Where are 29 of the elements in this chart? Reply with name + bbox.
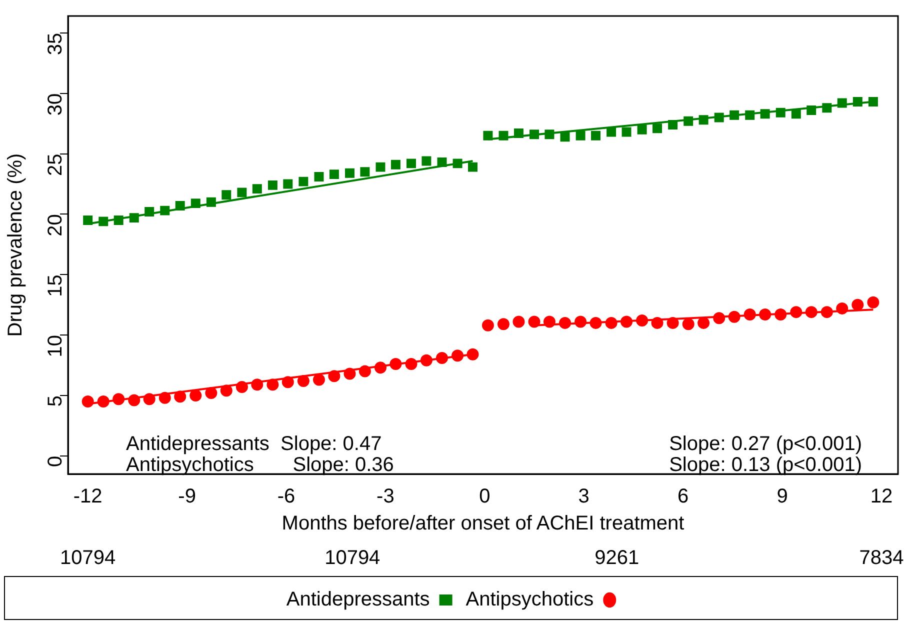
- text: 10794: [324, 547, 380, 569]
- y-tick-label: 25: [44, 154, 67, 176]
- legend-label: Antipsychotics: [466, 588, 594, 611]
- x-tick-label: 3: [578, 486, 590, 508]
- x-axis-title: Months before/after onset of AChEI treatment: [282, 512, 685, 535]
- y-tick-label: 0: [44, 456, 67, 467]
- annotation: Slope: 0.13 (p<0.001): [669, 454, 862, 476]
- y-tick-label: 5: [44, 395, 67, 407]
- y-tick-label: 15: [44, 274, 67, 297]
- text: 9261: [594, 547, 640, 569]
- x-tick-label: 0: [479, 486, 490, 508]
- y-tick-label: 10: [44, 335, 67, 358]
- x-tick-label: 12: [870, 486, 893, 508]
- x-tick-label: -3: [376, 486, 394, 508]
- text: 10794: [60, 547, 116, 569]
- x-tick-label: -9: [178, 486, 196, 508]
- annotation: Antidepressants Slope: 0.47: [126, 433, 382, 455]
- y-tick-label: 35: [44, 32, 67, 56]
- x-tick-label: -12: [73, 486, 102, 508]
- x-tick-label: 6: [677, 486, 689, 508]
- x-tick-label: -6: [277, 486, 296, 508]
- text: 7834: [859, 547, 904, 569]
- y-axis-title: Drug prevalence (%): [4, 153, 27, 337]
- x-tick-label: 9: [776, 486, 788, 508]
- y-tick-label: 30: [44, 93, 67, 116]
- y-tick-label: 20: [44, 214, 67, 236]
- legend-label: Antidepressants: [286, 588, 430, 611]
- annotation: Slope: 0.27 (p<0.001): [669, 433, 862, 455]
- annotation: Antipsychotics Slope: 0.36: [126, 454, 394, 476]
